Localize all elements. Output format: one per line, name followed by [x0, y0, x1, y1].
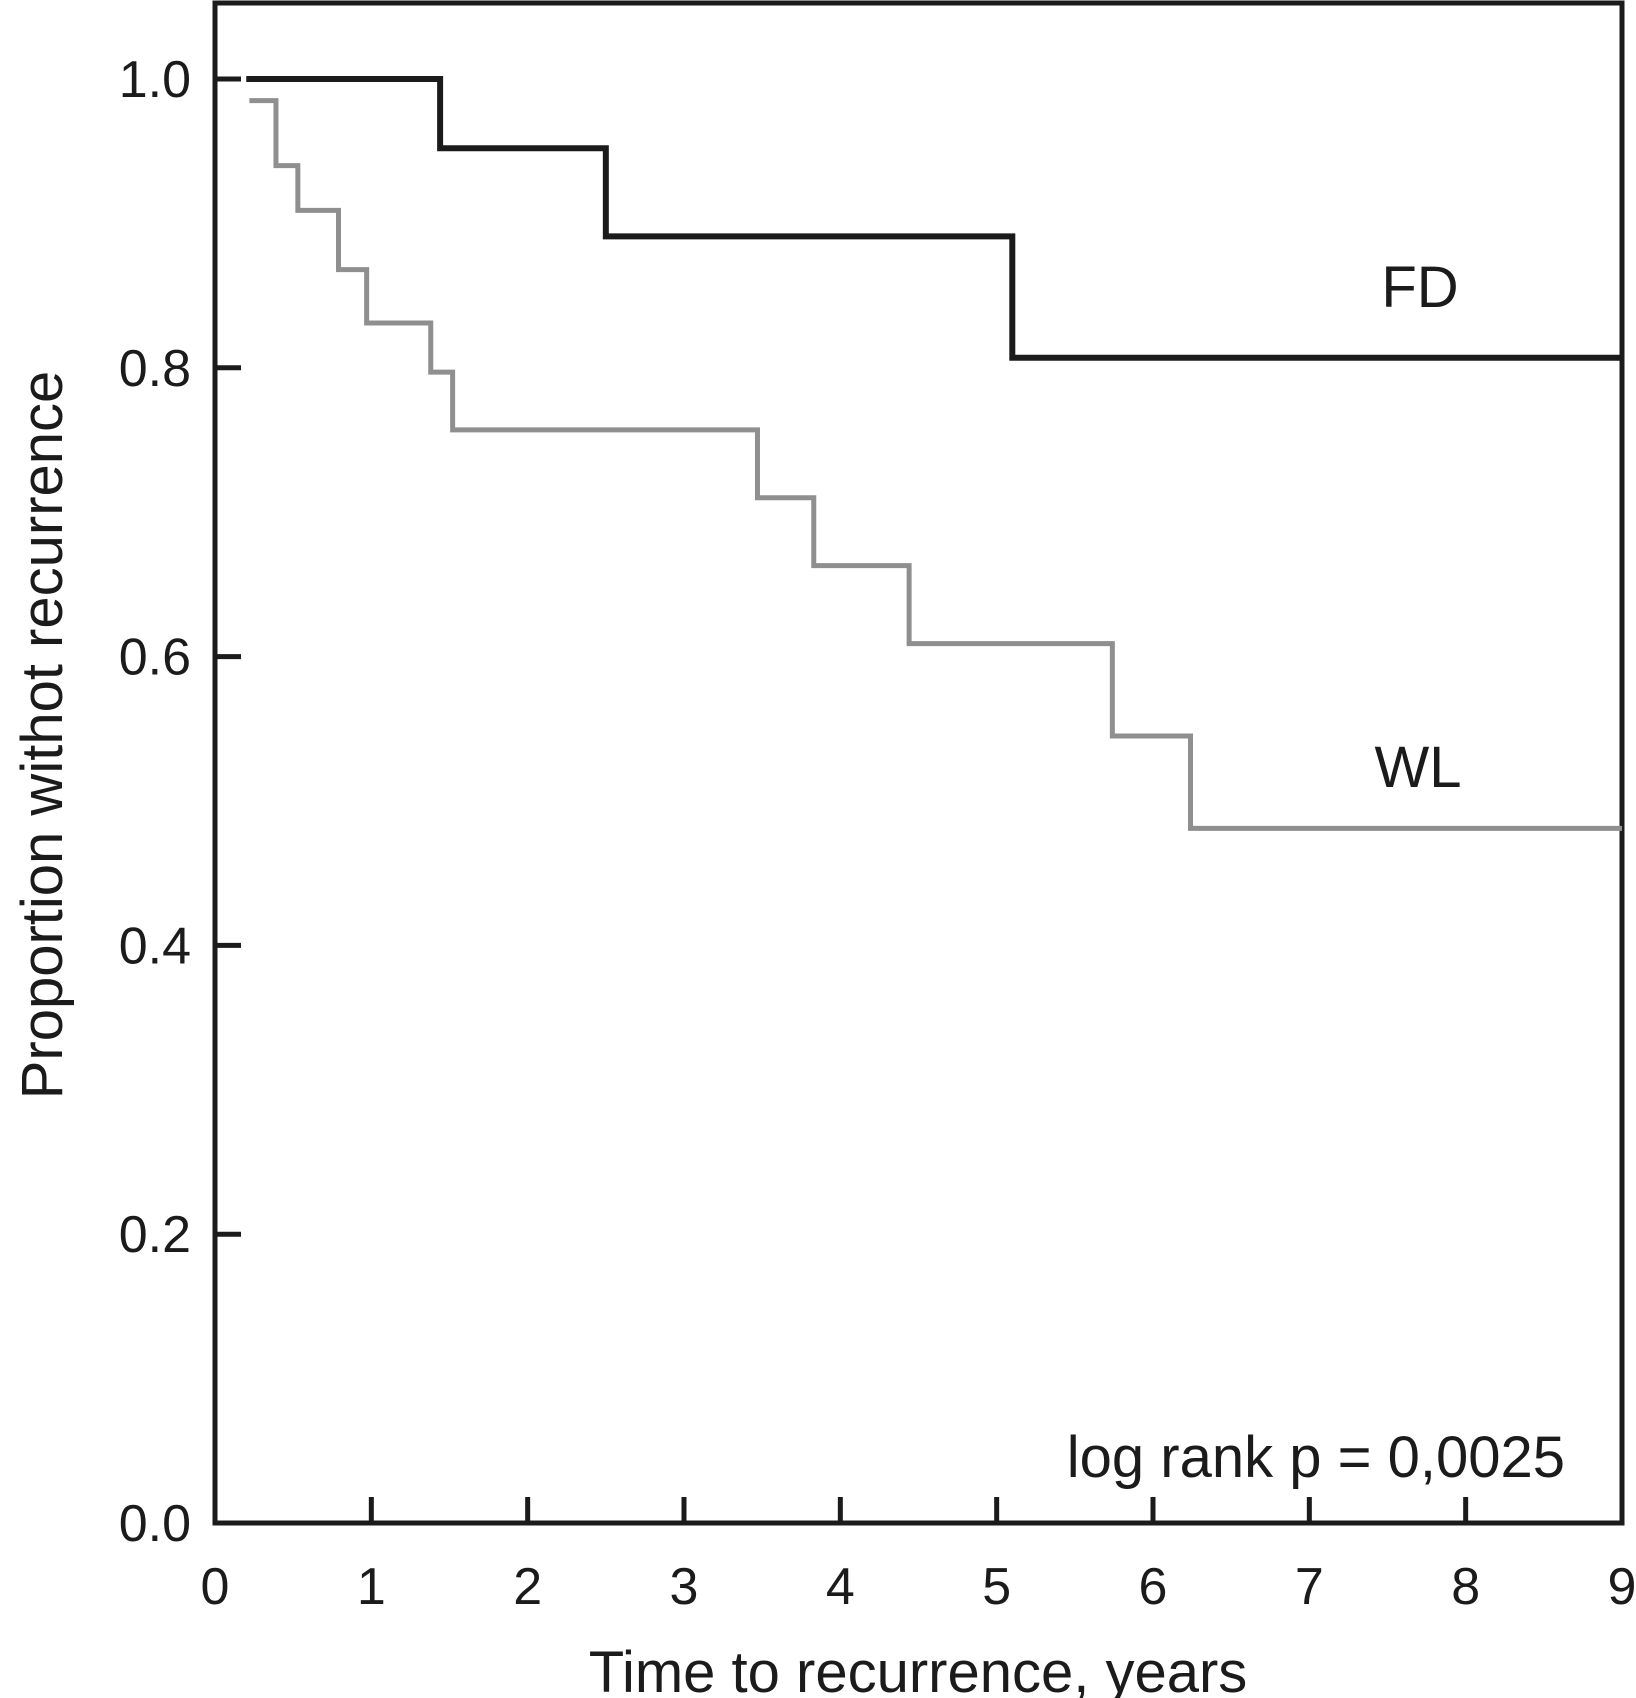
- x-axis-tick-labels: 0 1 2 3 4 5 6 7 8 9: [201, 1558, 1636, 1616]
- x-tick-label: 8: [1451, 1558, 1480, 1616]
- x-axis-ticks: [368, 1497, 1469, 1523]
- x-tick-label: 9: [1608, 1558, 1636, 1616]
- survival-curves: [246, 76, 1622, 831]
- x-tick-label: 6: [1139, 1558, 1168, 1616]
- series-label-wl: WL: [1375, 735, 1462, 800]
- y-tick-label: 0.0: [119, 1495, 191, 1553]
- y-tick-label: 0.4: [119, 917, 191, 975]
- y-tick-label: 0.6: [119, 629, 191, 687]
- x-tick-label: 4: [826, 1558, 855, 1616]
- x-tick-label: 7: [1295, 1558, 1324, 1616]
- y-axis-ticks: [215, 76, 241, 1237]
- x-tick-label: 1: [357, 1558, 386, 1616]
- y-tick-label: 0.8: [119, 340, 191, 398]
- y-axis-tick-labels: 0.0 0.2 0.4 0.6 0.8 1.0: [119, 51, 191, 1553]
- x-tick-label: 2: [513, 1558, 542, 1616]
- x-tick-label: 5: [982, 1558, 1011, 1616]
- y-tick-label: 1.0: [119, 51, 191, 109]
- y-axis-title: Proportion withot recurrence: [10, 371, 75, 1100]
- log-rank-annotation: log rank p = 0,0025: [1067, 1425, 1565, 1490]
- x-tick-label: 0: [201, 1558, 230, 1616]
- x-axis-title: Time to recurrence, years: [589, 1640, 1248, 1698]
- curve-fd: [246, 76, 1622, 361]
- curve-wl: [249, 98, 1622, 831]
- series-label-fd: FD: [1381, 255, 1458, 320]
- plot-frame: [212, 0, 1625, 1526]
- y-tick-label: 0.2: [119, 1206, 191, 1264]
- x-tick-label: 3: [670, 1558, 699, 1616]
